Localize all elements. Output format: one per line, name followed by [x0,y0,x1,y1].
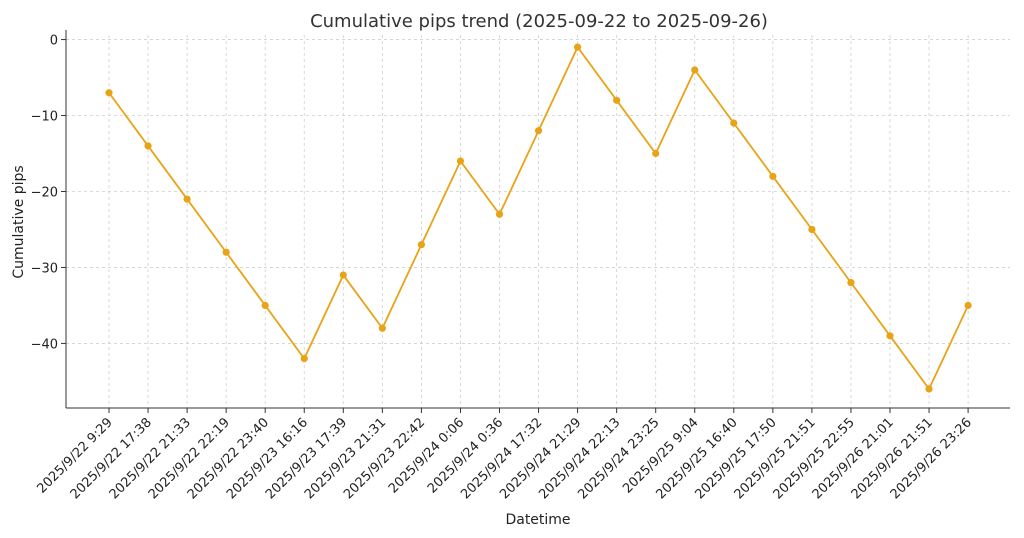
data-point [847,279,855,287]
axes [65,30,1010,409]
data-point [808,225,816,234]
data-point [417,241,425,249]
data-point [378,324,386,332]
y-ticks: 0 −10 −20 −30 −40 [31,34,66,352]
data-point [339,271,347,279]
data-point [144,142,152,150]
y-tick-label: 0 [50,34,58,49]
x-axis-label: Datetime [505,512,570,528]
y-axis-label: Cumulative pips [11,165,27,278]
data-point [456,157,465,165]
y-tick-label: −10 [31,110,58,125]
data-point [574,43,582,51]
data-point [652,149,660,158]
data-point [769,172,777,180]
grid [66,35,1010,408]
y-tick-label: −30 [31,261,58,276]
data-point [886,332,894,340]
data-point [964,301,972,310]
data-point [495,210,504,218]
y-tick-label: −20 [31,185,58,200]
data-point [613,96,621,104]
data-point [183,195,191,203]
data-point [534,127,543,135]
y-tick-label: −40 [31,337,58,352]
series [105,43,972,393]
data-point [261,301,269,310]
data-point [300,355,308,363]
data-point [730,119,738,127]
data-point [222,248,230,256]
data-point [691,66,699,74]
data-point [105,89,113,97]
chart-title: Cumulative pips trend (2025-09-22 to 202… [310,11,768,32]
data-point [925,385,933,393]
